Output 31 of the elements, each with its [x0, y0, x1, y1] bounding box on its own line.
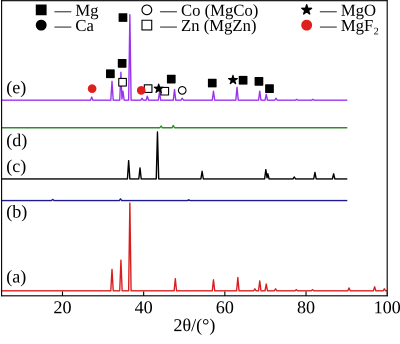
point	[178, 86, 187, 95]
legend-label: — Ca	[54, 20, 94, 32]
legend-label: — Zn (MgZn)	[160, 19, 256, 35]
annotation: (e)	[7, 80, 26, 98]
point	[166, 74, 176, 84]
point	[228, 74, 238, 84]
point	[88, 84, 96, 94]
annotation: (a)	[7, 270, 26, 286]
legend-label: — Mg	[54, 4, 98, 20]
point	[154, 83, 164, 93]
annotation: (b)	[7, 205, 26, 222]
x-tick-label: 40	[134, 301, 152, 314]
x-tick-label: 60	[216, 301, 234, 314]
point	[118, 78, 127, 87]
point	[254, 77, 264, 86]
point	[118, 13, 128, 22]
point	[208, 78, 217, 88]
point	[106, 69, 115, 78]
point	[238, 76, 248, 85]
legend-label: — MgF₂	[320, 20, 378, 35]
legend-label: — Co (MgCo)	[160, 4, 258, 20]
point	[136, 86, 146, 95]
point	[265, 84, 274, 94]
x-tick-label: 80	[298, 301, 314, 314]
x-axis-title: 2θ/(°)	[174, 318, 215, 335]
point	[118, 59, 127, 68]
annotation: (d)	[7, 134, 26, 150]
x-tick-label: 100	[375, 301, 400, 314]
legend-label: — MgO	[320, 4, 376, 20]
annotation: (c)	[7, 159, 26, 176]
x-tick-label: 20	[54, 301, 71, 314]
